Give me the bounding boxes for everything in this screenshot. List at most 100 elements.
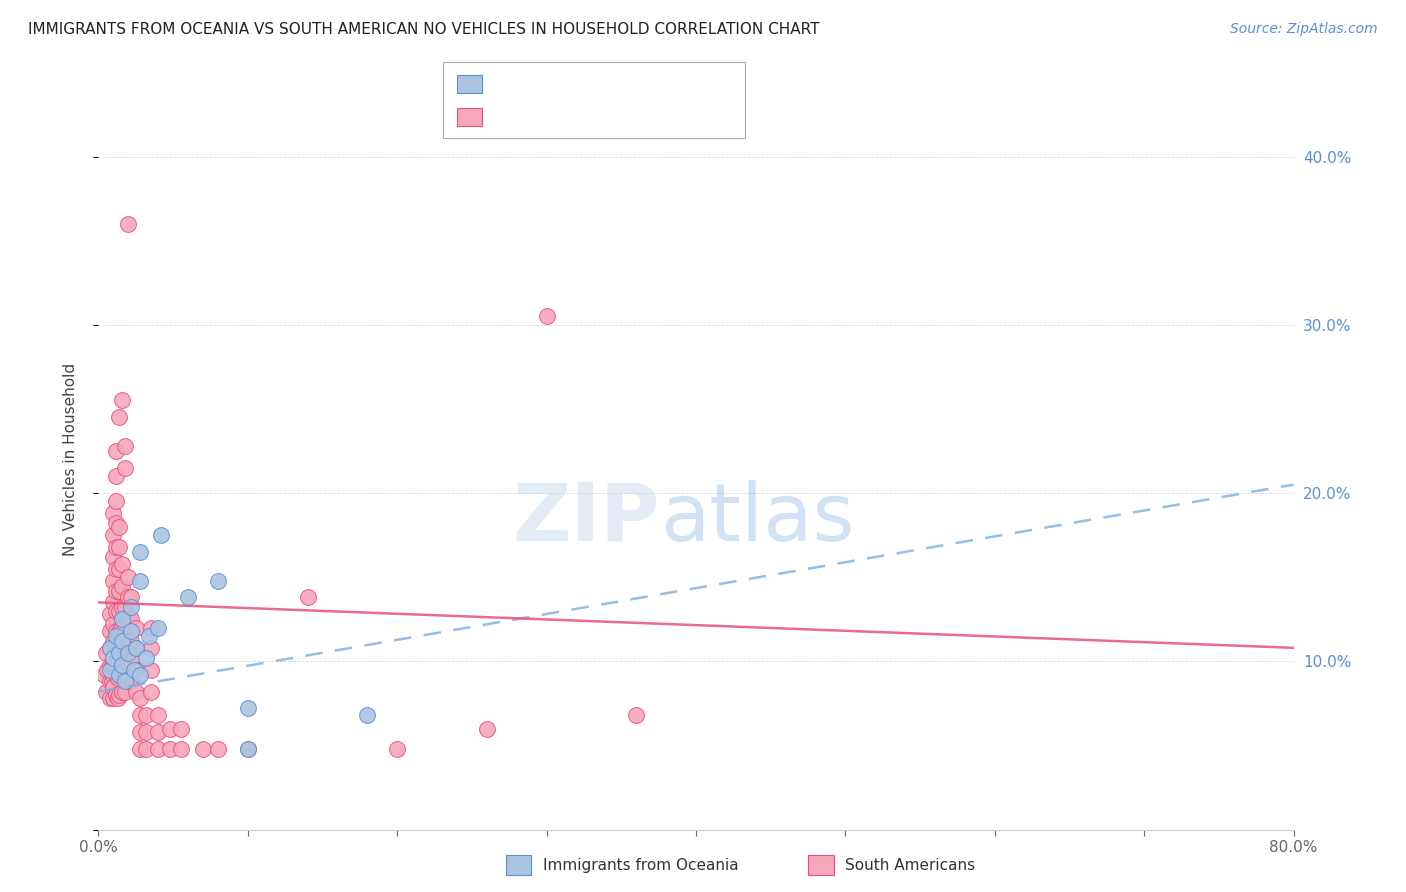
Point: [117, 591, 139, 605]
Point: [117, 570, 139, 584]
Text: atlas: atlas: [661, 480, 855, 558]
Point: [114, 640, 136, 655]
Text: IMMIGRANTS FROM OCEANIA VS SOUTH AMERICAN NO VEHICLES IN HOUSEHOLD CORRELATION C: IMMIGRANTS FROM OCEANIA VS SOUTH AMERICA…: [28, 22, 820, 37]
Point: [159, 722, 181, 736]
Point: [98, 674, 122, 689]
Point: [536, 310, 558, 324]
Point: [103, 691, 125, 706]
Point: [103, 617, 125, 632]
Point: [111, 393, 134, 408]
Point: [103, 634, 125, 648]
Point: [114, 674, 136, 689]
Point: [111, 612, 134, 626]
Point: [103, 506, 125, 520]
Point: [120, 591, 142, 605]
Point: [120, 600, 142, 615]
Point: [207, 574, 229, 588]
Point: [98, 624, 122, 638]
Text: R =: R =: [494, 110, 523, 125]
Point: [139, 621, 162, 635]
Point: [103, 595, 125, 609]
Point: [150, 528, 173, 542]
Point: [117, 217, 139, 231]
Point: [111, 600, 134, 615]
Point: [626, 708, 648, 723]
Point: [107, 651, 129, 665]
Point: [103, 651, 125, 665]
Point: [138, 629, 160, 643]
Point: [169, 722, 191, 736]
Point: [103, 574, 125, 588]
Point: [135, 708, 157, 723]
Point: [111, 557, 134, 571]
Point: [105, 494, 128, 508]
Point: [177, 591, 200, 605]
Text: Source: ZipAtlas.com: Source: ZipAtlas.com: [1230, 22, 1378, 37]
Point: [111, 640, 134, 655]
Point: [120, 654, 142, 668]
Point: [207, 741, 229, 756]
Point: [148, 741, 170, 756]
Point: [475, 722, 498, 736]
Point: [98, 663, 122, 677]
Point: [111, 578, 134, 592]
Point: [124, 663, 146, 677]
Point: [108, 667, 131, 681]
Point: [108, 646, 131, 660]
Point: [98, 607, 122, 622]
Text: R =: R =: [494, 76, 523, 91]
Point: [236, 701, 259, 715]
Point: [120, 674, 142, 689]
Point: [135, 725, 157, 739]
Text: N=: N=: [609, 110, 634, 125]
Point: [114, 663, 136, 677]
Point: [108, 540, 131, 554]
Point: [117, 612, 139, 626]
Point: [93, 667, 115, 681]
Point: [129, 574, 152, 588]
Point: [94, 646, 117, 660]
Point: [120, 634, 142, 648]
Point: [96, 663, 118, 677]
Point: [105, 583, 128, 598]
Point: [117, 646, 139, 660]
Point: [98, 640, 122, 655]
Point: [107, 671, 129, 685]
Point: [117, 634, 139, 648]
Point: [148, 621, 170, 635]
Point: [125, 684, 148, 698]
Point: [101, 674, 124, 689]
Point: [111, 684, 134, 698]
Point: [108, 410, 131, 425]
Point: [111, 657, 134, 672]
Point: [129, 741, 152, 756]
Point: [356, 708, 378, 723]
Point: [129, 725, 152, 739]
Text: -0.039: -0.039: [547, 110, 605, 125]
Point: [104, 663, 127, 677]
Point: [125, 640, 148, 655]
Point: [139, 640, 162, 655]
Point: [98, 640, 122, 655]
Point: [98, 657, 122, 672]
Point: [103, 667, 125, 681]
Point: [297, 591, 319, 605]
Text: South Americans: South Americans: [845, 858, 976, 872]
Point: [129, 545, 152, 559]
Point: [159, 741, 181, 756]
Point: [108, 583, 131, 598]
Point: [135, 651, 157, 665]
Text: Immigrants from Oceania: Immigrants from Oceania: [543, 858, 738, 872]
Point: [103, 680, 125, 694]
Point: [236, 741, 259, 756]
Point: [105, 444, 128, 458]
Point: [108, 624, 131, 638]
Text: 27: 27: [655, 76, 678, 91]
Point: [148, 708, 170, 723]
Point: [139, 684, 162, 698]
Point: [114, 460, 136, 475]
Point: [129, 691, 152, 706]
Point: [105, 688, 128, 702]
Point: [98, 691, 122, 706]
Text: N=: N=: [609, 76, 634, 91]
